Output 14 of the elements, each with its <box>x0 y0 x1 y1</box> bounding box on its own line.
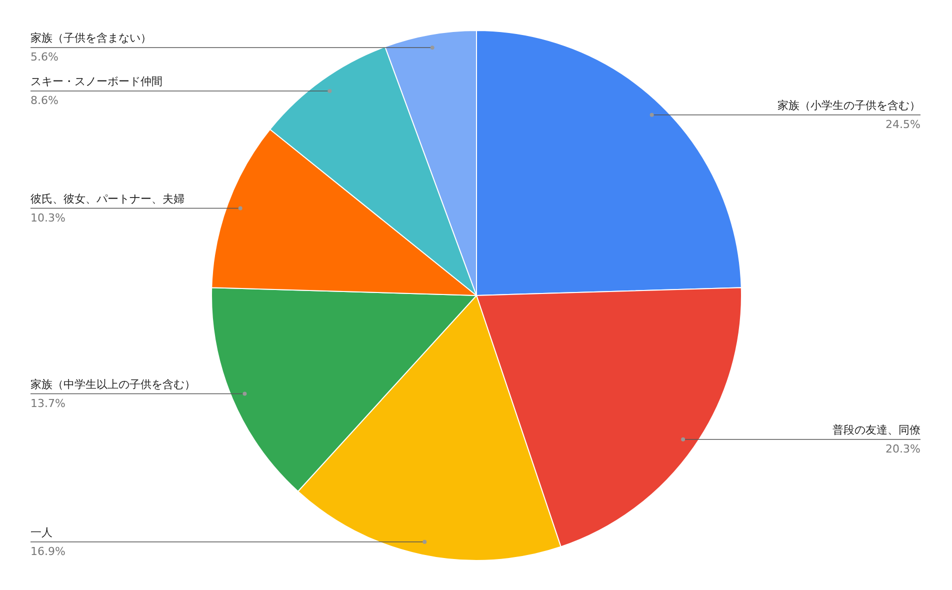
data-label: 8.6% <box>30 94 58 107</box>
data-label: 10.3% <box>30 211 66 224</box>
slice-label: 一人 <box>30 526 52 539</box>
data-label: 20.3% <box>886 442 921 456</box>
slice-label: 家族（中学生以上の子供を含む） <box>30 378 196 391</box>
slice-label: 家族（小学生の子供を含む） <box>778 98 920 112</box>
data-label: 24.5% <box>886 118 921 131</box>
data-label: 16.9% <box>30 544 66 558</box>
slice-label: 彼氏、彼女、パートナー、夫婦 <box>30 192 184 206</box>
slice-label: スキー・スノーボード仲間 <box>30 74 162 88</box>
slice-label: 家族（子供を含まない） <box>30 32 152 45</box>
data-label: 13.7% <box>30 396 66 410</box>
slice-label: 普段の友達、同僚 <box>832 423 920 436</box>
data-label: 5.6% <box>30 50 58 64</box>
